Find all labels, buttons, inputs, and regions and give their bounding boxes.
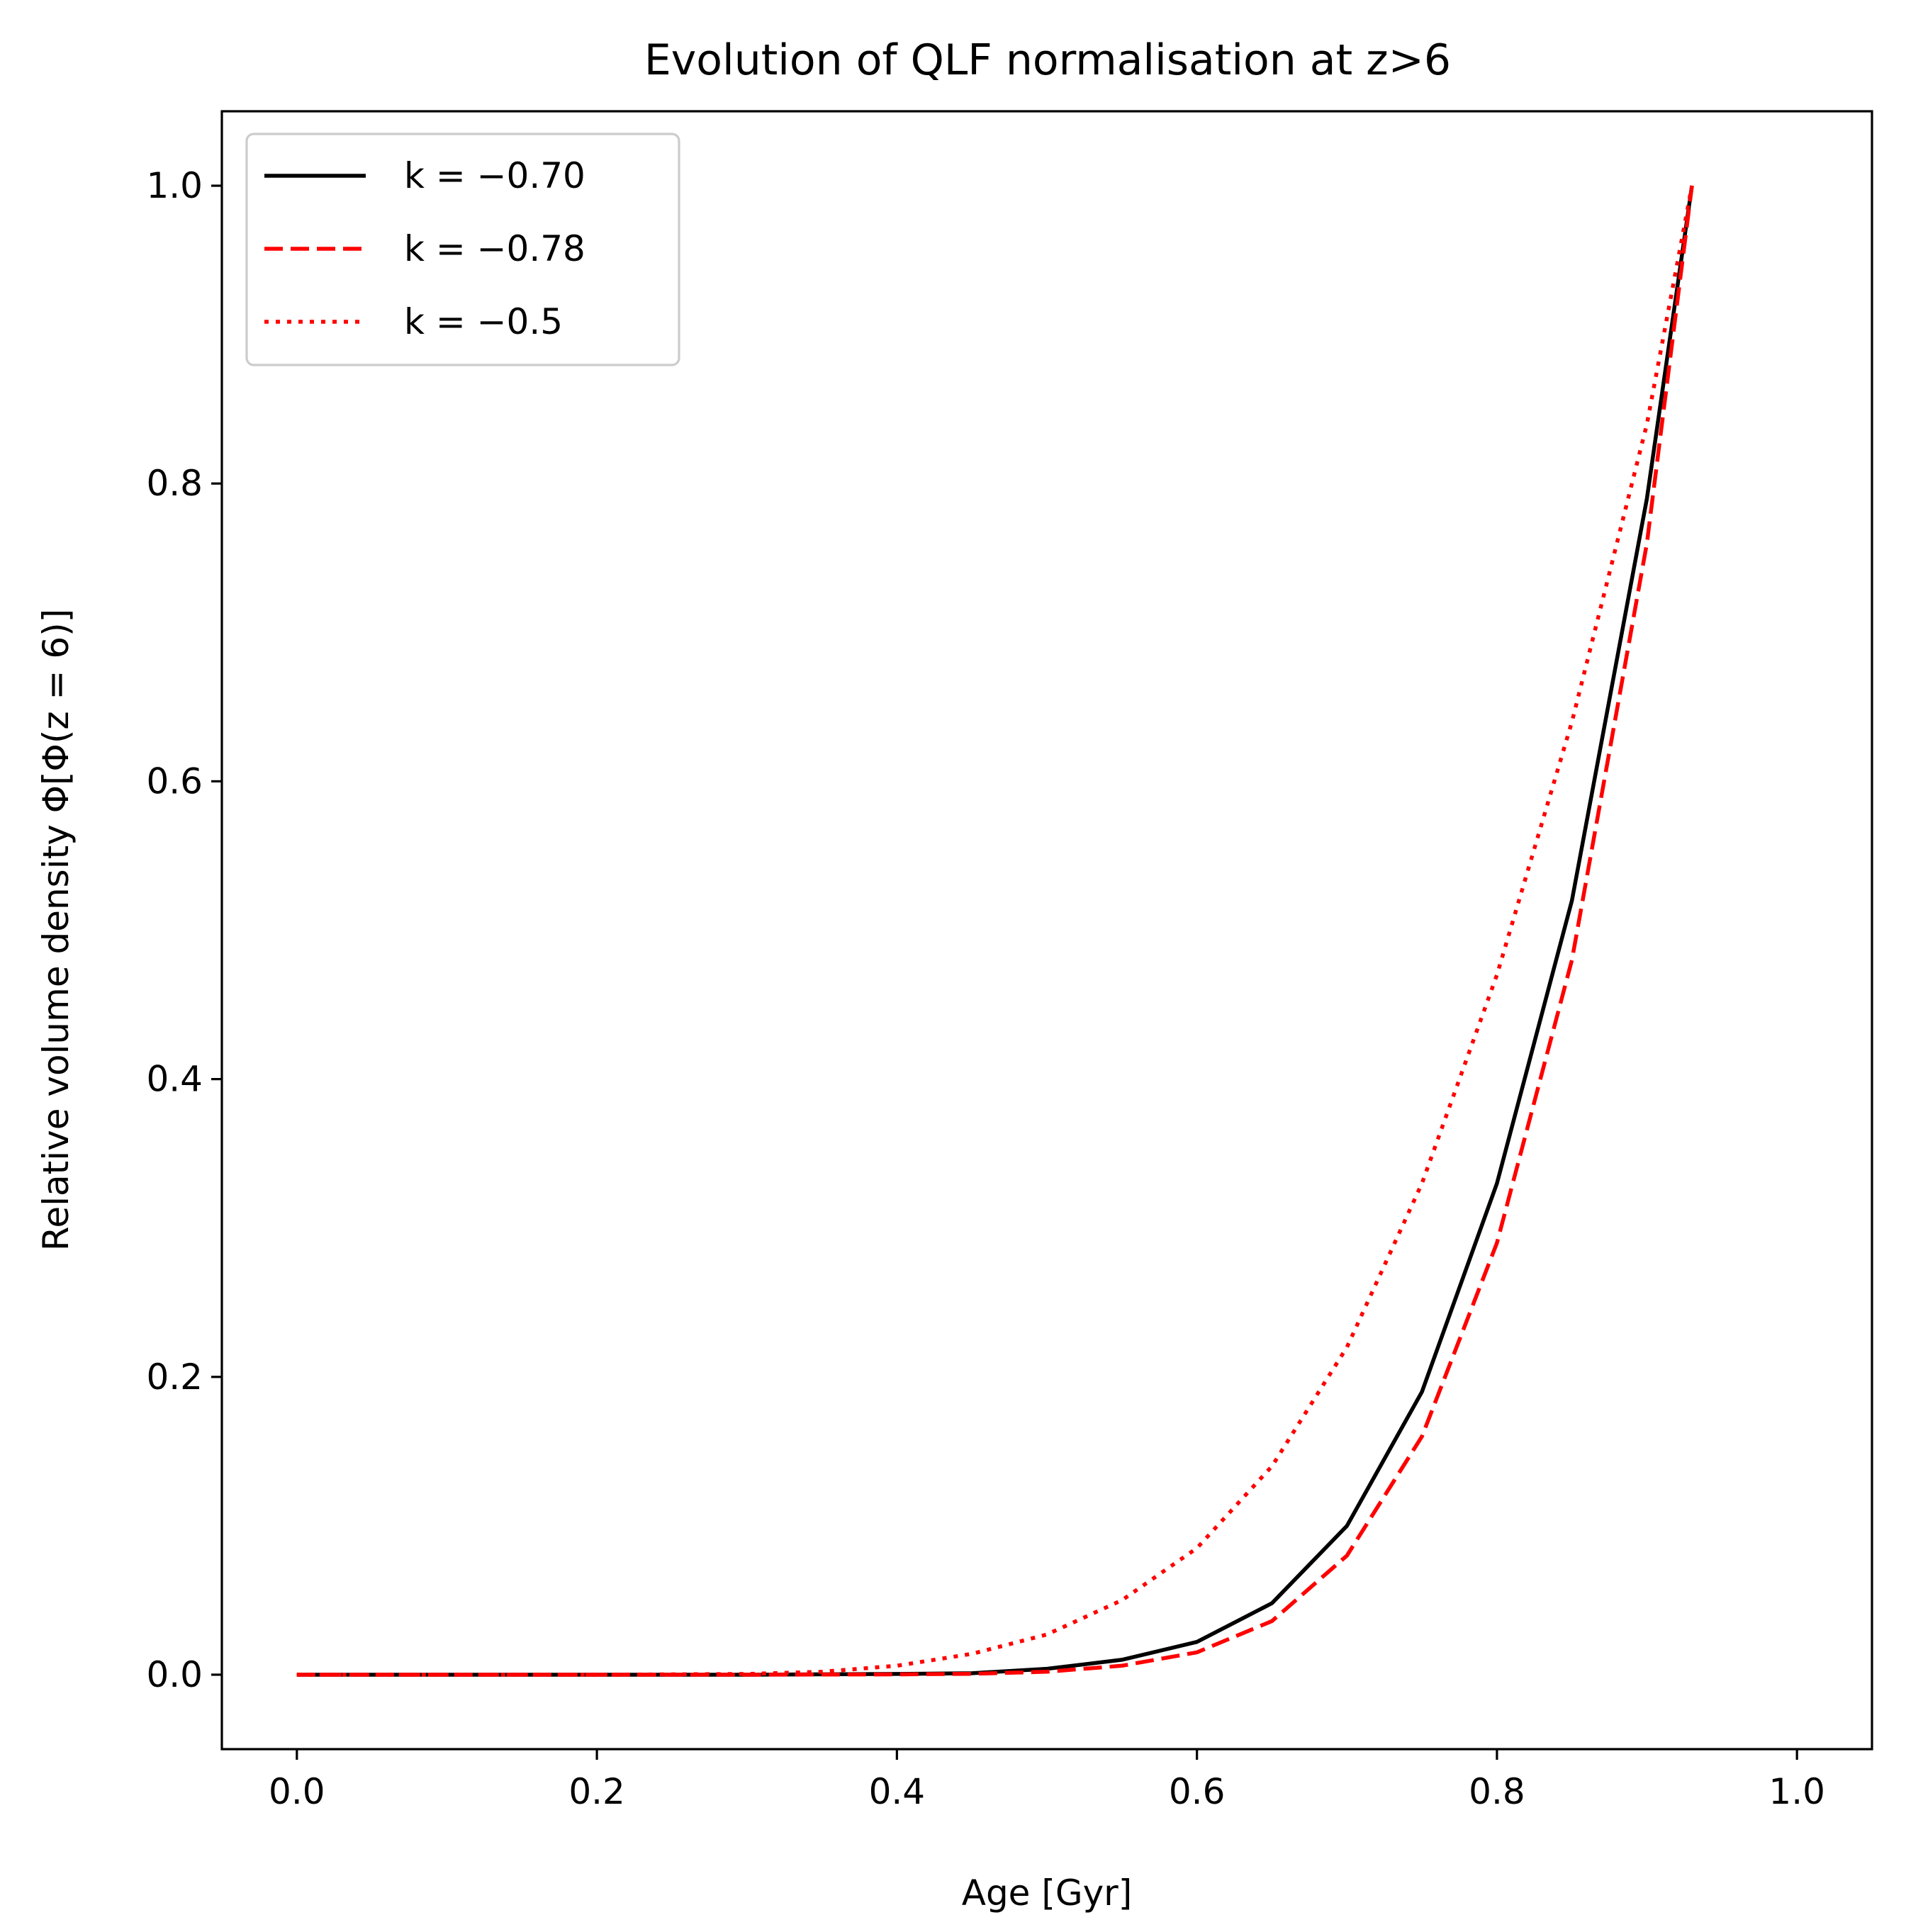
y-tick-label: 0.2 [146,1357,203,1398]
legend-label-1: k = −0.70 [404,155,585,196]
x-tick-label: 1.0 [1768,1771,1825,1812]
x-axis: 0.0 0.2 0.4 0.6 0.8 1.0 [269,1749,1825,1812]
y-tick-label: 1.0 [146,165,203,206]
plot-background [222,111,1872,1749]
x-tick-label: 0.4 [869,1771,926,1812]
legend-label-3: k = −0.5 [404,301,563,342]
legend: k = −0.70 k = −0.78 k = −0.5 [245,133,680,366]
legend-label-2: k = −0.78 [404,228,585,269]
y-tick-label: 0.8 [146,463,203,504]
y-axis: 0.0 0.2 0.4 0.6 0.8 1.0 [146,165,222,1695]
x-axis-label: Age [Gyr] [962,1872,1133,1914]
x-tick-label: 0.0 [269,1771,325,1812]
series-layer [296,185,1694,1677]
plot-frame [220,110,1873,1751]
chart-title: Evolution of QLF normalisation at z>6 [644,35,1451,85]
series-line-3 [296,185,1694,1677]
y-tick-label: 0.0 [146,1654,203,1695]
plot-area [220,110,1873,1751]
y-axis-label: Relative volume density Φ[Φ(z = 6)] [35,609,77,1251]
x-tick-label: 0.6 [1169,1771,1226,1812]
y-tick-label: 0.4 [146,1059,203,1100]
legend-entries: k = −0.70 k = −0.78 k = −0.5 [264,155,585,342]
y-tick-label: 0.6 [146,760,203,802]
x-tick-label: 0.8 [1469,1771,1525,1812]
legend-box [245,133,680,366]
x-tick-label: 0.2 [568,1771,625,1812]
